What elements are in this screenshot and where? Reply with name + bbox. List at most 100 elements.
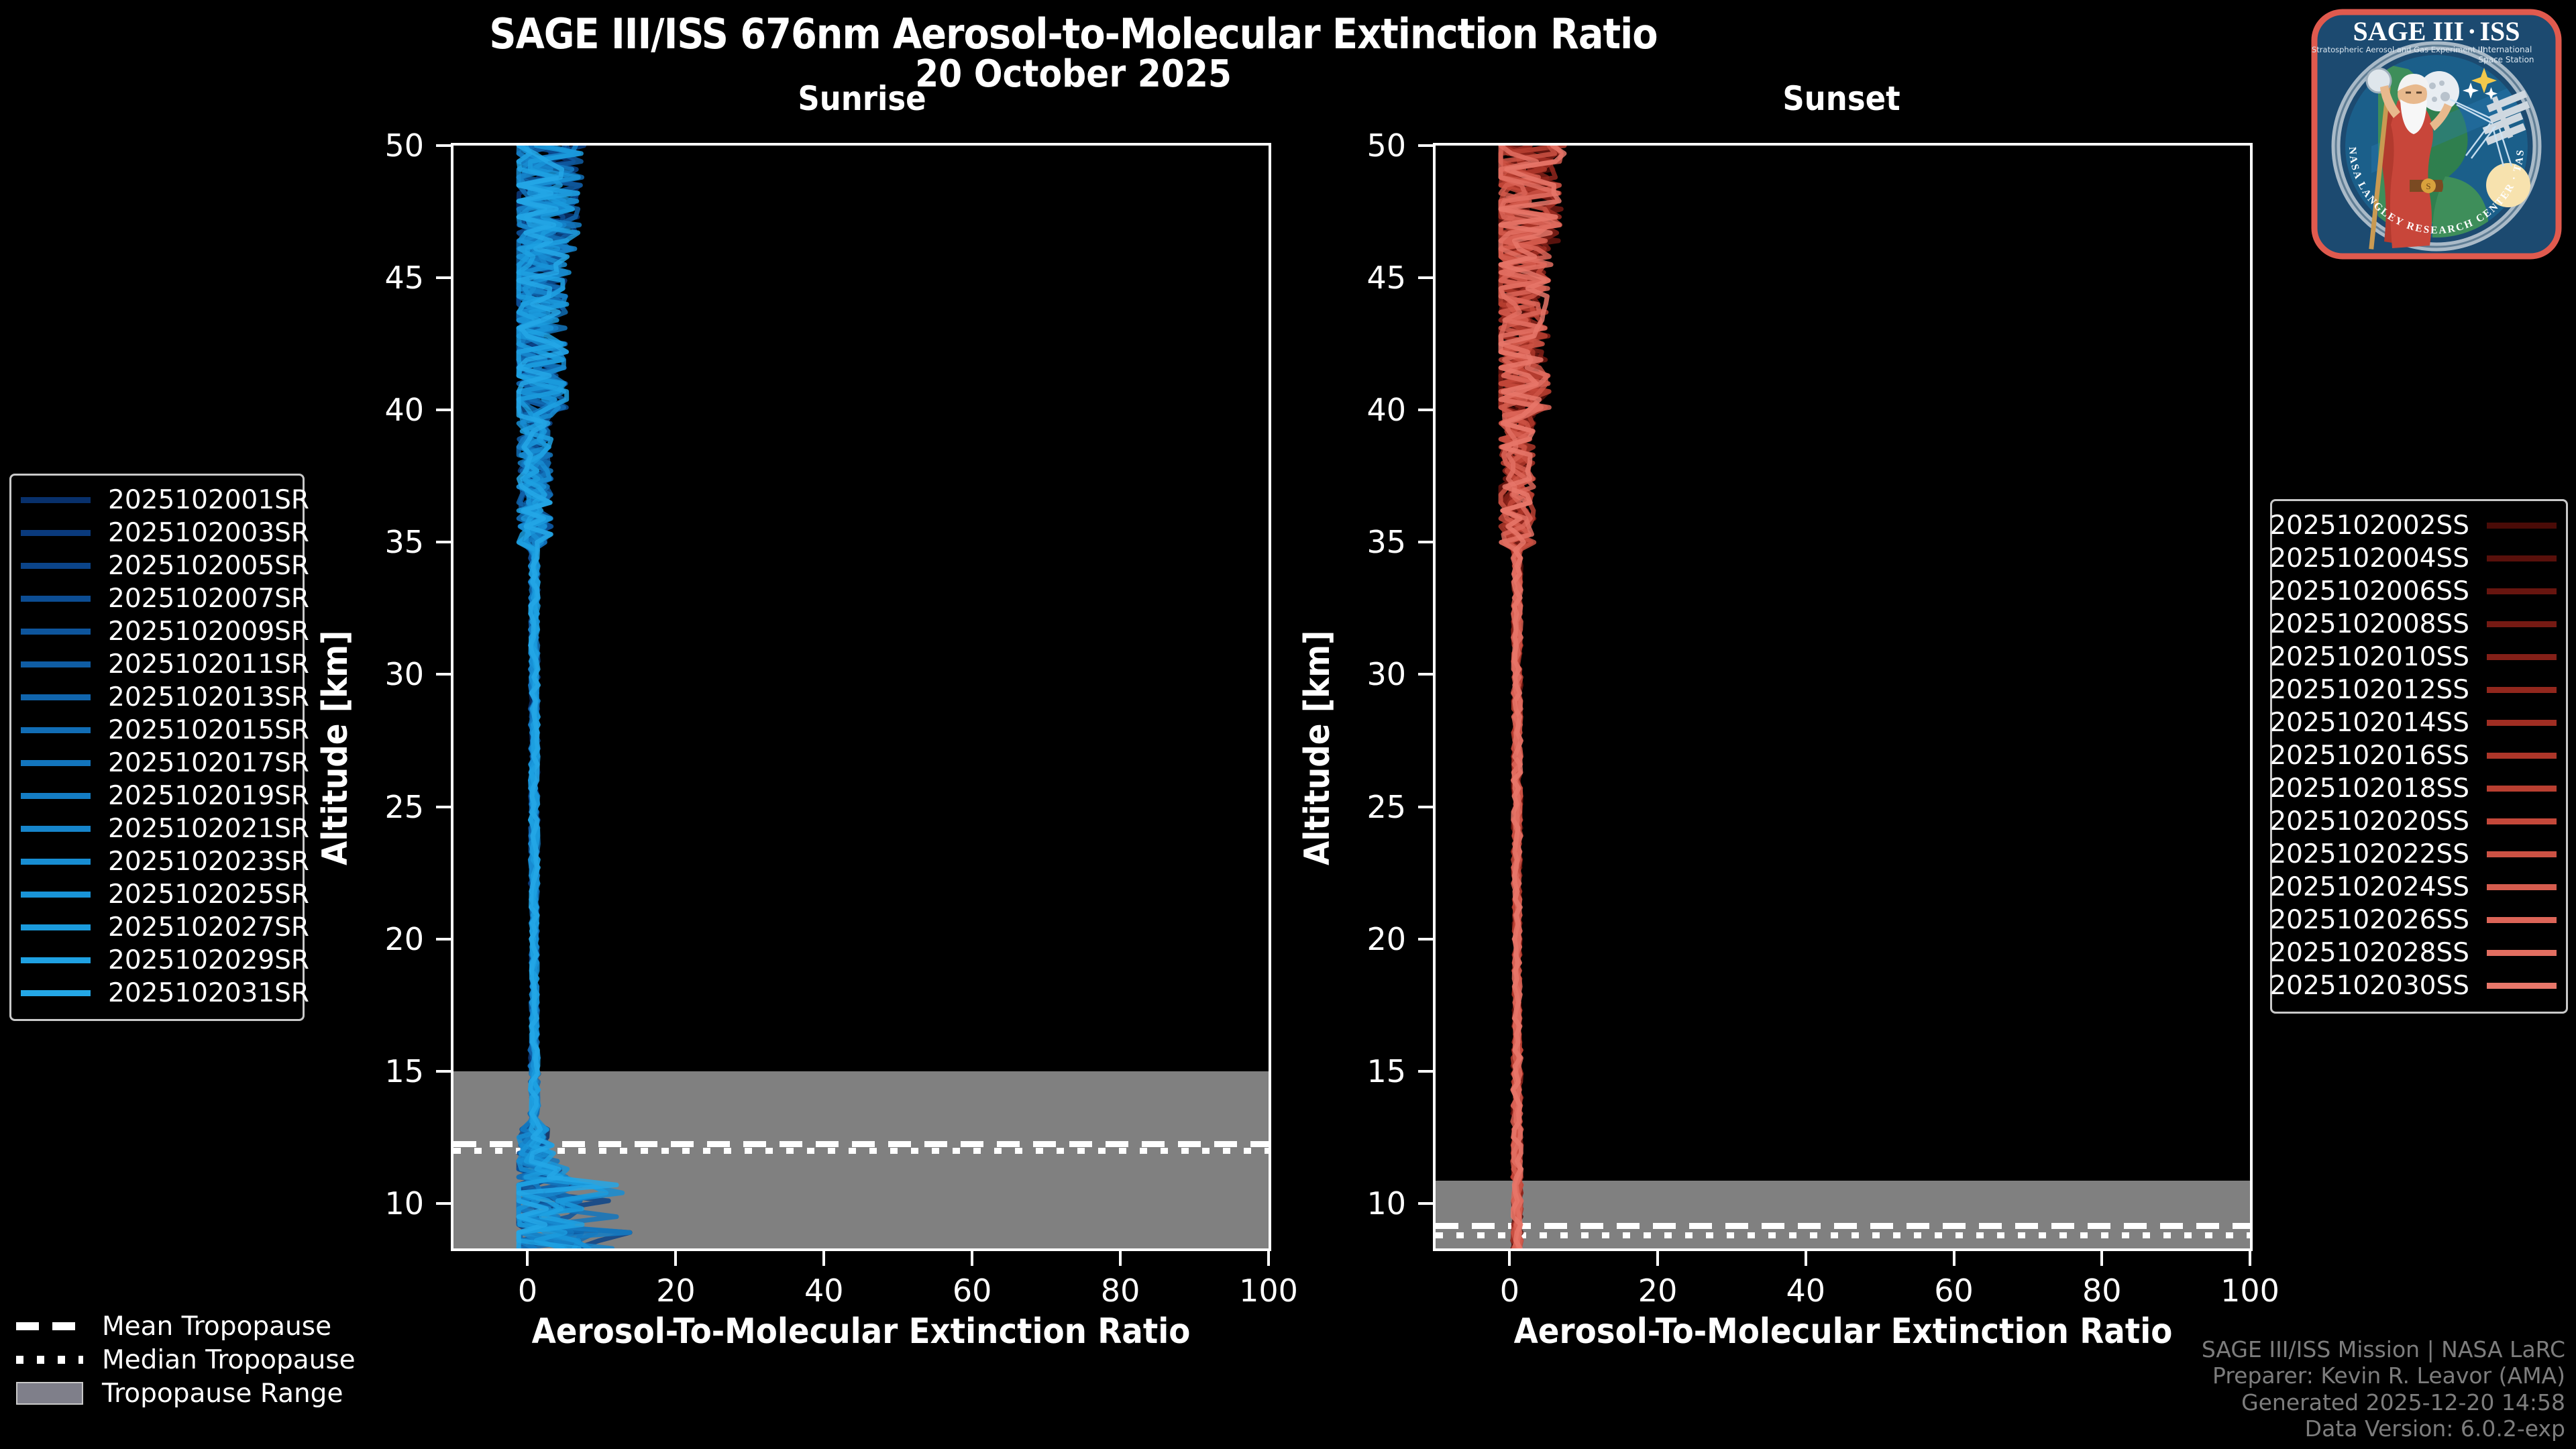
- legend-color-swatch: [2487, 818, 2557, 824]
- legend-item[interactable]: 2025102006SS: [2269, 575, 2557, 608]
- legend-item[interactable]: 2025102018SS: [2269, 772, 2557, 805]
- legend-item[interactable]: 2025102025SR: [21, 878, 309, 911]
- y-tick-label: 10: [384, 1185, 424, 1222]
- y-tick: [1418, 1201, 1433, 1205]
- legend-item[interactable]: 2025102017SR: [21, 747, 309, 780]
- y-tick-label: 20: [1366, 920, 1406, 957]
- legend-color-swatch: [21, 727, 91, 733]
- legend-item[interactable]: 2025102011SR: [21, 648, 309, 681]
- legend-item-label: 2025102007SR: [108, 584, 309, 614]
- legend-color-swatch: [2487, 555, 2557, 561]
- legend-item[interactable]: 2025102002SS: [2269, 509, 2557, 542]
- legend-item-label: 2025102019SR: [108, 781, 309, 811]
- legend-color-swatch: [2487, 851, 2557, 857]
- credits-line-1: SAGE III/ISS Mission | NASA LaRC: [2201, 1336, 2565, 1362]
- legend-item[interactable]: 2025102015SR: [21, 714, 309, 747]
- legend-item[interactable]: 2025102014SS: [2269, 706, 2557, 739]
- legend-item[interactable]: 2025102019SR: [21, 780, 309, 812]
- x-tick: [1508, 1251, 1511, 1266]
- legend-item[interactable]: 2025102003SR: [21, 517, 309, 549]
- x-tick: [1656, 1251, 1660, 1266]
- sunset-median-tropopause-line: [1436, 1232, 2250, 1239]
- legend-color-swatch: [21, 694, 91, 700]
- legend-item[interactable]: 2025102028SS: [2269, 936, 2557, 969]
- legend-color-swatch: [2487, 917, 2557, 923]
- y-tick-label: 15: [384, 1053, 424, 1089]
- tropopause-legend-label: Mean Tropopause: [102, 1311, 332, 1342]
- y-tick-label: 10: [1366, 1185, 1406, 1222]
- y-tick-label: 35: [384, 524, 424, 561]
- legend-item-label: 2025102021SR: [108, 814, 309, 844]
- legend-color-swatch: [21, 859, 91, 865]
- y-tick-label: 20: [384, 920, 424, 957]
- sunset-plot-area: [1433, 143, 2253, 1251]
- y-tick-label: 45: [384, 260, 424, 297]
- x-tick-label: 80: [1100, 1273, 1140, 1309]
- legend-item-label: 2025102016SS: [2269, 741, 2469, 771]
- sunrise-median-tropopause-line: [453, 1148, 1269, 1155]
- legend-item-label: 2025102018SS: [2269, 773, 2469, 804]
- legend-item[interactable]: 2025102010SS: [2269, 641, 2557, 674]
- legend-item-label: 2025102015SR: [108, 715, 309, 745]
- legend-color-swatch: [21, 924, 91, 930]
- y-tick: [436, 409, 451, 412]
- legend-color-swatch: [2487, 950, 2557, 956]
- y-tick: [436, 1069, 451, 1073]
- legend-item[interactable]: 2025102004SS: [2269, 542, 2557, 575]
- y-tick-label: 35: [1366, 524, 1406, 561]
- legend-item-label: 2025102010SS: [2269, 642, 2469, 672]
- legend-color-swatch: [21, 661, 91, 667]
- legend-item[interactable]: 2025102007SR: [21, 582, 309, 615]
- x-tick-label: 40: [804, 1273, 844, 1309]
- legend-item-label: 2025102002SS: [2269, 511, 2469, 541]
- tropopause-legend-item: Mean Tropopause: [9, 1309, 356, 1343]
- legend-color-swatch: [2487, 786, 2557, 792]
- x-tick: [2100, 1251, 2104, 1266]
- legend-color-swatch: [2487, 720, 2557, 726]
- legend-item[interactable]: 2025102009SR: [21, 615, 309, 648]
- legend-color-swatch: [21, 892, 91, 898]
- legend-item[interactable]: 2025102013SR: [21, 681, 309, 714]
- legend-item[interactable]: 2025102016SS: [2269, 739, 2557, 772]
- legend-item[interactable]: 2025102027SR: [21, 911, 309, 944]
- x-tick: [1804, 1251, 1807, 1266]
- legend-item[interactable]: 2025102030SS: [2269, 969, 2557, 1002]
- legend-item[interactable]: 2025102020SS: [2269, 805, 2557, 838]
- legend-item-label: 2025102030SS: [2269, 971, 2469, 1001]
- legend-item[interactable]: 2025102029SR: [21, 944, 309, 977]
- legend-item-label: 2025102005SR: [108, 551, 309, 581]
- sunset-legend[interactable]: 2025102002SS 2025102004SS 2025102006SS 2025…: [2269, 499, 2568, 1014]
- x-tick: [674, 1251, 678, 1266]
- legend-color-swatch: [21, 596, 91, 602]
- legend-item[interactable]: 2025102001SR: [21, 484, 309, 517]
- x-tick-label: 0: [517, 1273, 538, 1309]
- x-tick-label: 40: [1786, 1273, 1826, 1309]
- legend-item[interactable]: 2025102031SR: [21, 977, 309, 1010]
- legend-item-label: 2025102031SR: [108, 978, 309, 1008]
- legend-item-label: 2025102024SS: [2269, 872, 2469, 902]
- legend-color-swatch: [21, 990, 91, 996]
- legend-item[interactable]: 2025102022SS: [2269, 838, 2557, 871]
- y-tick-label: 40: [384, 392, 424, 429]
- x-tick: [1119, 1251, 1122, 1266]
- legend-item-label: 2025102011SR: [108, 649, 309, 680]
- y-tick: [436, 276, 451, 280]
- legend-item[interactable]: 2025102012SS: [2269, 674, 2557, 706]
- legend-item[interactable]: 2025102008SS: [2269, 608, 2557, 641]
- legend-item[interactable]: 2025102026SS: [2269, 904, 2557, 936]
- sunrise-xaxis-title: Aerosol-To-Molecular Extinction Ratio: [531, 1311, 1191, 1352]
- y-tick: [436, 541, 451, 544]
- sunset-panel-title: Sunset: [1782, 79, 1900, 118]
- legend-item[interactable]: 2025102021SR: [21, 812, 309, 845]
- series-line: [1498, 146, 1567, 1248]
- y-tick: [1418, 276, 1433, 280]
- y-tick: [1418, 805, 1433, 808]
- credits-line-2: Preparer: Kevin R. Leavor (AMA): [2212, 1362, 2565, 1389]
- svg-text:S: S: [2426, 181, 2430, 191]
- legend-item-label: 2025102022SS: [2269, 839, 2469, 869]
- legend-item-label: 2025102023SR: [108, 847, 309, 877]
- legend-item[interactable]: 2025102005SR: [21, 549, 309, 582]
- legend-item[interactable]: 2025102023SR: [21, 845, 309, 878]
- sunrise-legend[interactable]: 2025102001SR 2025102003SR 2025102005SR 2025…: [9, 474, 309, 1021]
- legend-item[interactable]: 2025102024SS: [2269, 871, 2557, 904]
